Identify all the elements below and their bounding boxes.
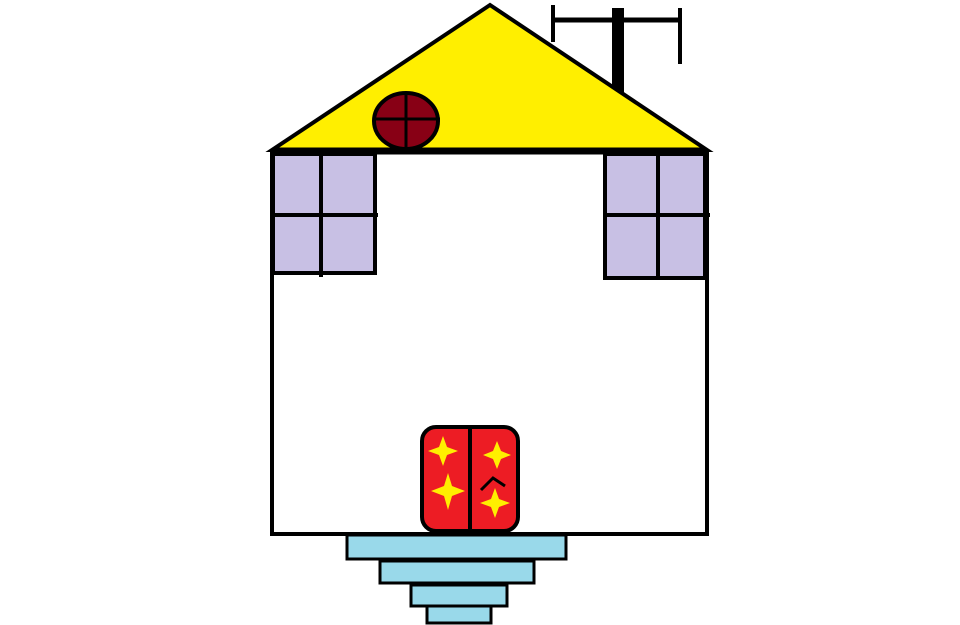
roof-shape xyxy=(265,2,714,152)
step-3 xyxy=(409,583,509,608)
star-door-icon xyxy=(420,425,520,533)
star-icon xyxy=(431,473,465,510)
door-stars xyxy=(428,436,511,518)
stairs-icon xyxy=(345,533,568,625)
right-four-pane-window-icon xyxy=(603,152,710,280)
star-icon xyxy=(480,488,510,518)
star-icon xyxy=(428,436,458,466)
step-2 xyxy=(378,559,536,585)
door-handle xyxy=(479,476,506,492)
round-window-icon xyxy=(372,91,440,151)
star-icon xyxy=(483,441,511,469)
tv-antenna-icon xyxy=(551,5,682,92)
step-4 xyxy=(425,604,493,625)
step-1 xyxy=(345,533,568,561)
left-four-pane-window-icon xyxy=(270,152,378,277)
